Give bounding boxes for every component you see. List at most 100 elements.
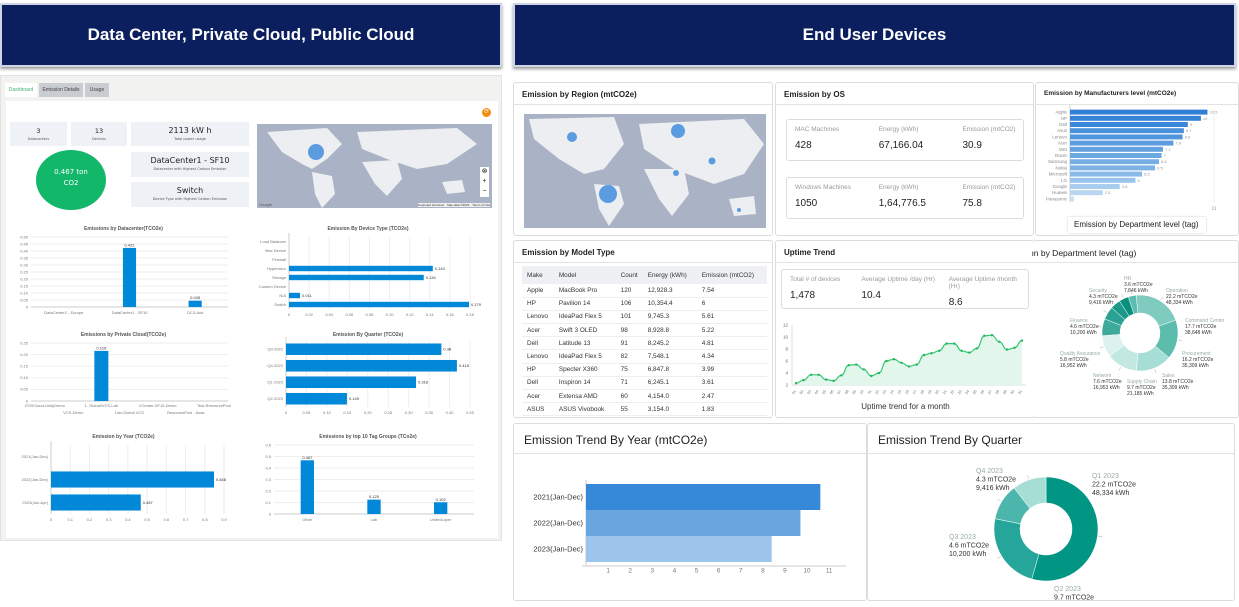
bar[interactable] (51, 471, 215, 488)
data-point[interactable] (1013, 346, 1016, 349)
chart-title: Emission by Year (TCO2e) (92, 434, 154, 440)
data-point[interactable] (930, 352, 933, 355)
table-row: ASUS ASUS Vivobook 55 3,154.0 1.83 (522, 402, 767, 417)
donut-slice[interactable] (1013, 476, 1047, 509)
tab-emission-details[interactable]: Emission Details (39, 83, 83, 97)
map-bubble[interactable] (673, 170, 679, 176)
bar[interactable] (51, 494, 141, 511)
refresh-icon[interactable]: ⟳ (482, 108, 491, 117)
slice-label: Quality Assurance 5.8 mTCO2e 16,952 kWh (1060, 351, 1101, 369)
tab-usage[interactable]: Usage (85, 83, 109, 97)
bar[interactable] (1070, 146, 1163, 152)
table-cell: 91 (615, 336, 643, 351)
bar[interactable] (286, 359, 457, 372)
data-point[interactable] (840, 374, 843, 377)
map-bubble[interactable] (308, 144, 324, 160)
map-bubble[interactable] (567, 132, 577, 142)
column-header[interactable]: Make (522, 266, 554, 284)
data-point[interactable] (809, 373, 813, 376)
data-point[interactable] (892, 358, 896, 361)
bar[interactable] (1070, 196, 1074, 202)
bar[interactable] (286, 343, 442, 356)
bar[interactable] (1070, 184, 1120, 189)
data-point[interactable] (990, 334, 994, 337)
region-map[interactable] (524, 114, 766, 228)
bar[interactable] (586, 536, 772, 562)
datacenter-map[interactable]: ⊗ + − Google Keyboard shortcuts Map data ©2… (257, 124, 492, 208)
column-header[interactable]: Count (615, 266, 643, 284)
tab-dashboard[interactable]: Dashboard (5, 83, 37, 97)
data-point[interactable] (855, 363, 858, 366)
donut-slice[interactable] (993, 518, 1040, 580)
data-point[interactable] (998, 340, 1001, 343)
y-tick-label: 6 (785, 359, 788, 364)
data-point[interactable] (945, 342, 948, 345)
bar[interactable] (286, 376, 417, 389)
column-header[interactable]: Energy (kWh) (642, 266, 697, 284)
data-point[interactable] (983, 334, 986, 337)
bar[interactable] (1070, 134, 1183, 140)
map-bubble[interactable] (599, 185, 617, 203)
terms-link[interactable]: Terms of Use (472, 203, 490, 207)
data-point[interactable] (937, 349, 941, 352)
data-point[interactable] (885, 359, 888, 363)
value-label: 0.467 (143, 500, 154, 505)
data-point[interactable] (915, 363, 918, 366)
bar[interactable] (122, 247, 137, 307)
column-header[interactable]: Model (553, 266, 616, 284)
x-tick-label: Test-ResourcePool (197, 403, 231, 408)
bar[interactable] (1070, 190, 1103, 196)
data-point[interactable] (824, 378, 828, 381)
donut-slice[interactable] (1119, 296, 1135, 317)
data-point[interactable] (953, 342, 956, 345)
bar[interactable] (1070, 171, 1142, 177)
bar[interactable] (1070, 165, 1156, 171)
bar[interactable] (1070, 177, 1136, 183)
bar[interactable] (1070, 109, 1208, 115)
map-bubble[interactable] (708, 157, 716, 165)
map-bubble[interactable] (737, 208, 741, 212)
data-point[interactable] (907, 365, 911, 368)
data-point[interactable] (870, 374, 873, 378)
bar[interactable] (286, 392, 347, 405)
data-point[interactable] (847, 364, 850, 367)
bar[interactable] (94, 350, 109, 401)
bar[interactable] (1070, 122, 1188, 127)
data-point[interactable] (968, 351, 971, 354)
bar[interactable] (289, 265, 433, 272)
bar[interactable] (289, 274, 424, 281)
donut-slice[interactable] (1031, 476, 1099, 582)
data-point[interactable] (794, 382, 798, 385)
data-point[interactable] (900, 361, 903, 364)
bar[interactable] (1070, 128, 1184, 134)
data-point[interactable] (862, 368, 865, 371)
data-point[interactable] (877, 371, 881, 375)
data-point[interactable] (975, 347, 978, 350)
y-tick-label: 0.10 (20, 290, 29, 295)
column-header[interactable]: Emission (mtCO2) (696, 266, 767, 284)
data-point[interactable] (922, 353, 926, 357)
data-point[interactable] (1005, 348, 1009, 351)
bar[interactable] (1070, 140, 1174, 146)
bar[interactable] (434, 502, 448, 514)
data-point[interactable] (802, 379, 805, 382)
bar[interactable] (289, 292, 301, 299)
bar[interactable] (367, 499, 381, 514)
bar[interactable] (300, 460, 314, 514)
bar[interactable] (586, 510, 801, 536)
chart-title: Emissions by Datacenter(TCO2e) (84, 226, 163, 232)
bar[interactable] (1070, 153, 1162, 158)
bar[interactable] (586, 484, 821, 510)
keyboard-shortcuts-link[interactable]: Keyboard shortcuts (418, 203, 445, 207)
bar[interactable] (289, 301, 469, 308)
map-zoom-controls[interactable]: ⊗ + − (480, 167, 489, 197)
data-point[interactable] (1020, 339, 1024, 342)
bar[interactable] (1070, 115, 1201, 121)
data-point[interactable] (832, 379, 835, 382)
data-point[interactable] (817, 373, 820, 376)
data-point[interactable] (960, 349, 963, 352)
chart-manufacturers: 11 Apple 10.5 HP 10 Dell 9 Asus 8.7 Lenovo 8.6 Acer… (1046, 105, 1218, 211)
map-bubble[interactable] (671, 124, 685, 138)
bar[interactable] (188, 300, 202, 307)
bar[interactable] (1070, 159, 1160, 165)
